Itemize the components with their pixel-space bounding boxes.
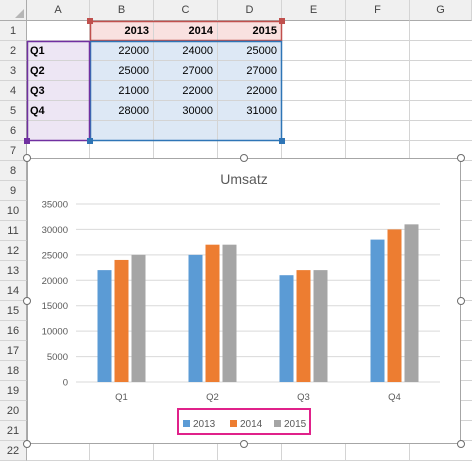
y-tick-label: 35000	[42, 200, 68, 211]
column-header-F[interactable]: F	[346, 0, 410, 21]
bar-2014-Q4[interactable]	[387, 229, 402, 382]
chart-resize-handle-b[interactable]	[240, 440, 248, 448]
bar-2015-Q1[interactable]	[131, 254, 146, 382]
row-header-18[interactable]: 18	[0, 361, 27, 381]
cell-B2[interactable]: 22000	[118, 45, 149, 57]
column-header-G[interactable]: G	[410, 0, 472, 21]
column-header-D[interactable]: D	[218, 0, 282, 21]
bar-2015-Q2[interactable]	[222, 244, 237, 382]
column-header-A[interactable]: A	[27, 0, 90, 21]
row-header-12[interactable]: 12	[0, 241, 27, 261]
y-tick-label: 5000	[47, 352, 68, 363]
x-tick-label: Q4	[388, 392, 401, 403]
bar-2013-Q3[interactable]	[279, 275, 294, 382]
cell-D5[interactable]: 31000	[246, 105, 277, 117]
chart-title[interactable]: Umsatz	[220, 171, 268, 187]
chart-resize-handle-tl[interactable]	[23, 154, 31, 162]
y-tick-label: 25000	[42, 250, 68, 261]
cell-A4[interactable]: Q3	[30, 85, 45, 97]
cell-C2[interactable]: 24000	[182, 45, 213, 57]
bar-2013-Q2[interactable]	[188, 254, 203, 382]
legend-swatch-2014	[230, 420, 237, 427]
chart-resize-handle-l[interactable]	[23, 297, 31, 305]
row-header-6[interactable]: 6	[0, 121, 27, 141]
chart-plot-area[interactable]: 0 5000 10000 15000 20000 25000 30000 35000 Q1 Q2 Q…	[28, 159, 460, 443]
cell-D2[interactable]: 25000	[246, 45, 277, 57]
row-header-5[interactable]: 5	[0, 101, 27, 121]
row-header-7[interactable]: 7	[0, 141, 27, 161]
cell-B3[interactable]: 25000	[118, 65, 149, 77]
bar-2014-Q3[interactable]	[296, 270, 311, 382]
chart-object[interactable]: Umsatz 0 5000 10000 15000 20000 25000 30000 350…	[27, 158, 461, 444]
cell-C5[interactable]: 30000	[182, 105, 213, 117]
row-header-3[interactable]: 3	[0, 61, 27, 81]
column-header-C[interactable]: C	[154, 0, 218, 21]
legend-highlight-box	[177, 408, 311, 435]
legend-item-2013[interactable]: 2013	[183, 420, 215, 430]
x-tick-label: Q2	[206, 392, 219, 403]
chart-resize-handle-br[interactable]	[457, 440, 465, 448]
row-header-17[interactable]: 17	[0, 341, 27, 361]
bar-2015-Q3[interactable]	[313, 270, 328, 382]
row-header-1[interactable]: 1	[0, 21, 27, 41]
bar-2014-Q2[interactable]	[205, 244, 220, 382]
cell-D3[interactable]: 27000	[246, 65, 277, 77]
legend-swatch-2015	[274, 420, 281, 427]
chart-resize-handle-tr[interactable]	[457, 154, 465, 162]
cell-C4[interactable]: 22000	[182, 85, 213, 97]
cell-D4[interactable]: 22000	[246, 85, 277, 97]
cell-B1[interactable]: 2013	[124, 25, 149, 37]
legend-label-2015: 2015	[284, 419, 307, 430]
x-tick-label: Q3	[297, 392, 310, 403]
cell-C1[interactable]: 2014	[188, 25, 213, 37]
cell-A3[interactable]: Q2	[30, 65, 45, 77]
legend-swatch-2013	[183, 420, 190, 427]
row-header-10[interactable]: 10	[0, 201, 27, 221]
select-all-triangle-icon	[15, 9, 24, 18]
row-header-2[interactable]: 2	[0, 41, 27, 61]
select-all-corner[interactable]	[0, 0, 27, 21]
column-header-B[interactable]: B	[90, 0, 154, 21]
y-tick-label: 20000	[42, 276, 68, 287]
row-header-21[interactable]: 21	[0, 421, 27, 441]
bar-2014-Q1[interactable]	[114, 259, 129, 382]
row-header-14[interactable]: 14	[0, 281, 27, 301]
bar-2015-Q4[interactable]	[404, 224, 419, 382]
cell-B4[interactable]: 21000	[118, 85, 149, 97]
row-header-15[interactable]: 15	[0, 301, 27, 321]
cell-B5[interactable]: 28000	[118, 105, 149, 117]
legend-item-2014[interactable]: 2014	[230, 420, 262, 430]
y-tick-label: 10000	[42, 327, 68, 338]
chart-resize-handle-bl[interactable]	[23, 440, 31, 448]
cell-C3[interactable]: 27000	[182, 65, 213, 77]
column-header-E[interactable]: E	[282, 0, 346, 21]
row-header-13[interactable]: 13	[0, 261, 27, 281]
grid-hline	[27, 140, 472, 141]
cell-D1[interactable]: 2015	[252, 25, 277, 37]
row-header-8[interactable]: 8	[0, 161, 27, 181]
cell-A5[interactable]: Q4	[30, 105, 45, 117]
y-tick-label: 15000	[42, 301, 68, 312]
row-header-9[interactable]: 9	[0, 181, 27, 201]
bar-2013-Q1[interactable]	[97, 270, 112, 382]
row-header-4[interactable]: 4	[0, 81, 27, 101]
legend-label-2013: 2013	[193, 419, 216, 430]
chart-resize-handle-r[interactable]	[457, 297, 465, 305]
row-header-11[interactable]: 11	[0, 221, 27, 241]
legend-item-2015[interactable]: 2015	[274, 420, 306, 430]
cell-A2[interactable]: Q1	[30, 45, 45, 57]
x-tick-label: Q1	[115, 392, 128, 403]
bar-2013-Q4[interactable]	[370, 239, 385, 382]
row-header-19[interactable]: 19	[0, 381, 27, 401]
legend-label-2014: 2014	[240, 419, 263, 430]
row-header-20[interactable]: 20	[0, 401, 27, 421]
row-header-16[interactable]: 16	[0, 321, 27, 341]
chart-resize-handle-t[interactable]	[240, 154, 248, 162]
y-tick-label: 0	[63, 378, 68, 389]
y-tick-label: 30000	[42, 225, 68, 236]
